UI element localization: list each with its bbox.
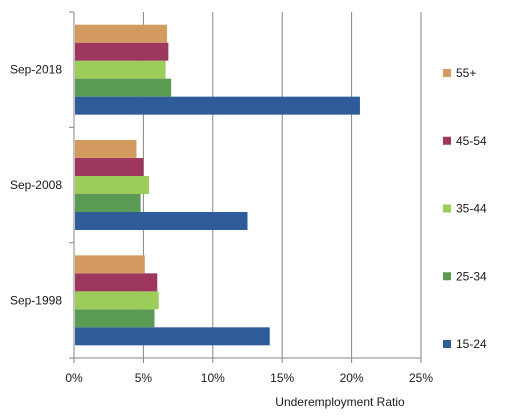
bar-sep-2018-25-34 [75,78,172,97]
x-tick-label: 25% [409,371,433,385]
legend-label: 45-54 [456,134,487,148]
bar-sep-2008-35-44 [75,176,149,194]
axes [69,11,422,363]
legend-swatch [443,340,451,348]
category-label: Sep-2018 [10,63,62,77]
legend-label: 15-24 [456,337,487,351]
legend-label: 35-44 [456,202,487,216]
legend-swatch [443,69,451,77]
bar-sep-1998-15-24 [75,327,270,346]
x-tick-labels: 0% 5% 10% 15% 20% 25% [65,371,433,385]
category-labels: Sep-1998 Sep-2008 Sep-2018 [10,63,62,308]
x-axis-title: Underemployment Ratio [275,395,405,409]
bar-sep-2018-55plus [75,24,167,43]
bar-sep-2008-25-34 [75,194,141,212]
legend-swatch [443,136,451,145]
x-tick-label: 10% [201,371,225,385]
legend-swatch [443,272,451,281]
bar-sep-1998-35-44 [75,291,159,310]
legend: 55+ 45-54 35-44 25-34 15-24 [443,66,487,351]
bar-sep-2018-15-24 [75,96,360,115]
legend-label: 25-34 [456,269,487,283]
legend-swatch [443,204,451,213]
x-tick-label: 0% [65,371,83,385]
bar-sep-2008-55plus [75,140,137,159]
bar-sep-1998-45-54 [75,273,158,292]
category-label: Sep-2008 [10,178,62,192]
bar-sep-2008-15-24 [75,211,248,230]
bar-sep-2018-35-44 [75,60,166,79]
x-tick-label: 20% [340,371,364,385]
x-tick-label: 5% [135,371,153,385]
bar-sep-1998-55plus [75,255,145,274]
gridlines [142,12,422,358]
legend-label: 55+ [456,66,476,80]
bar-sep-2008-45-54 [75,158,144,176]
bars [75,24,360,346]
bar-sep-2018-45-54 [75,42,169,61]
category-label: Sep-1998 [10,293,62,307]
x-tick-label: 15% [270,371,294,385]
bar-sep-1998-25-34 [75,309,155,328]
